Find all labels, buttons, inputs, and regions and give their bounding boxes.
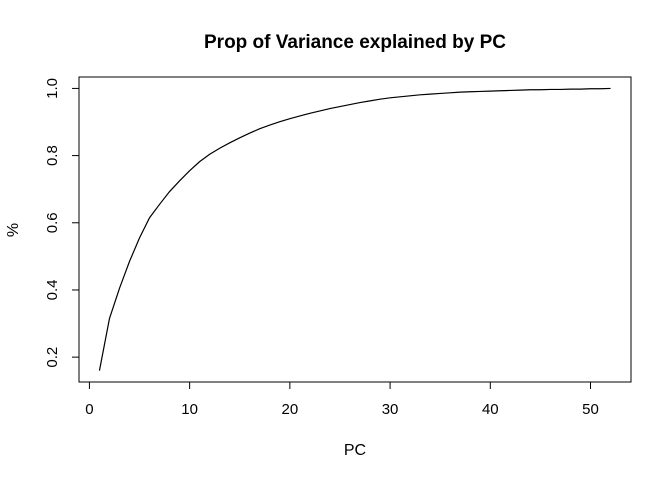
x-tick-label: 50 [582,401,599,418]
x-tick-label: 30 [382,401,399,418]
y-axis-label: % [5,223,22,237]
y-tick-label: 0.8 [44,145,61,166]
x-axis-label: PC [344,442,366,459]
y-tick-label: 0.4 [44,280,61,301]
y-tick-label: 1.0 [44,78,61,99]
x-tick-label: 40 [482,401,499,418]
plot-area [78,76,632,383]
series-line [98,87,611,371]
x-tick-label: 10 [181,401,198,418]
x-axis: 0 10 20 30 40 50 [85,381,599,418]
y-axis: 0.2 0.4 0.6 0.8 1.0 [44,78,80,368]
y-tick-label: 0.6 [44,212,61,233]
x-tick-label: 20 [282,401,299,418]
y-tick-label: 0.2 [44,347,61,368]
x-tick-label: 0 [85,401,93,418]
chart-title: Prop of Variance explained by PC [204,32,506,53]
